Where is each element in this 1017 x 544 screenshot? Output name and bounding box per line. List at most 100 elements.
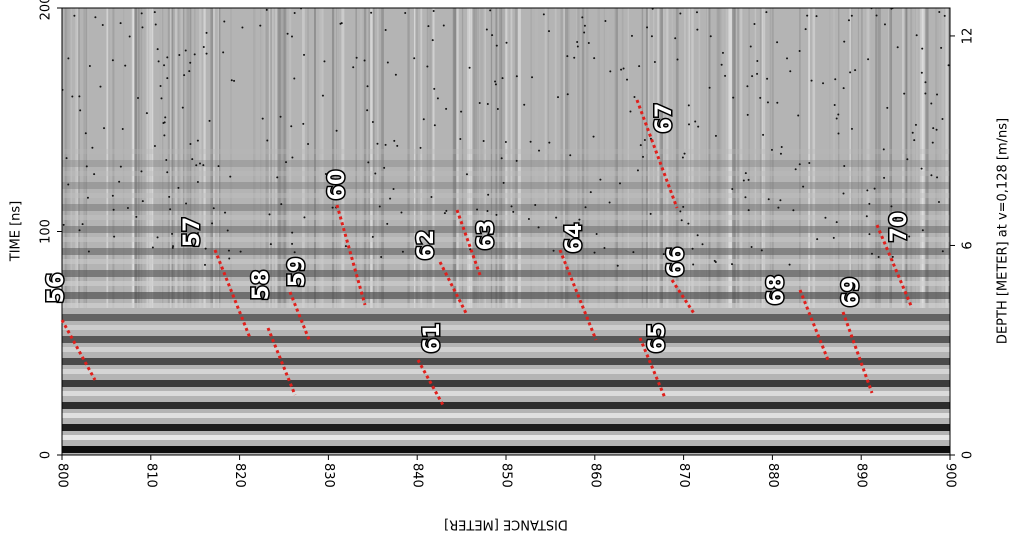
noise-dot (847, 19, 850, 22)
trace-stripe (107, 8, 110, 308)
trace-stripe (158, 8, 161, 308)
trace-stripe (762, 8, 766, 308)
noise-dot (193, 235, 196, 238)
trace-stripe (260, 8, 262, 308)
noise-dot (386, 222, 389, 225)
noise-dot (189, 61, 192, 64)
noise-dot (638, 65, 641, 68)
trace-stripe (708, 8, 711, 308)
noise-dot (868, 233, 871, 236)
y2-tick-label: 6 (961, 241, 976, 249)
annotation-label: 67 (652, 103, 677, 134)
noise-dot (205, 31, 208, 34)
trace-stripe (279, 8, 282, 308)
noise-dot (91, 146, 94, 149)
trace-stripe (83, 8, 86, 308)
noise-dot (185, 202, 188, 205)
trace-stripe (168, 8, 171, 308)
trace-stripe (490, 8, 493, 308)
noise-dot (112, 208, 115, 211)
noise-dot (680, 219, 683, 222)
trace-stripe (307, 8, 309, 308)
trace-stripe (857, 8, 859, 308)
noise-dot (241, 26, 244, 29)
noise-dot (171, 246, 174, 249)
annotation-line (288, 291, 312, 343)
trace-stripe (597, 8, 600, 308)
noise-dot (84, 132, 87, 135)
annotation-label: 63 (474, 220, 499, 251)
noise-dot (756, 59, 759, 62)
noise-dot (608, 201, 611, 204)
noise-dot (777, 206, 780, 209)
noise-dot (486, 103, 489, 106)
noise-dot (269, 243, 272, 246)
noise-dot (371, 235, 374, 238)
noise-dot (291, 231, 294, 234)
noise-dot (93, 173, 96, 176)
trace-stripe (739, 8, 743, 308)
trace-stripe (559, 8, 561, 308)
noise-dot (208, 119, 211, 122)
trace-stripe (122, 8, 125, 308)
trace-stripe (498, 8, 502, 308)
noise-dot (501, 77, 504, 80)
trace-stripe (838, 8, 840, 308)
trace-stripe (621, 8, 624, 308)
noise-dot (290, 35, 293, 38)
trace-stripe (748, 8, 750, 308)
trace-stripe (921, 8, 924, 308)
noise-dot (599, 178, 602, 181)
noise-dot (906, 158, 909, 161)
trace-stripe (495, 8, 497, 308)
noise-dot (419, 146, 422, 149)
noise-dot (832, 236, 835, 239)
trace-stripe (415, 8, 418, 308)
noise-dot (460, 110, 463, 113)
noise-dot (636, 169, 639, 172)
noise-dot (695, 11, 698, 14)
noise-dot (293, 251, 296, 254)
trace-stripe (319, 8, 322, 308)
noise-dot (679, 210, 682, 213)
noise-dot (515, 159, 518, 162)
trace-stripe (277, 8, 279, 308)
trace-stripe (172, 8, 175, 308)
x-tick-label: 800 (55, 463, 70, 488)
x-tick-label: 880 (765, 463, 780, 488)
trace-stripe (149, 8, 151, 308)
noise-dot (842, 192, 845, 195)
noise-dot (620, 68, 623, 71)
noise-dot (683, 152, 686, 155)
noise-dot (223, 20, 226, 23)
noise-dot (883, 23, 886, 26)
noise-dot (367, 161, 370, 164)
noise-dot (568, 250, 571, 253)
noise-dot (731, 187, 734, 190)
trace-stripe (381, 8, 384, 308)
noise-dot (376, 142, 379, 145)
noise-dot (491, 239, 494, 242)
trace-stripe (671, 8, 673, 308)
noise-dot (67, 57, 70, 60)
noise-dot (843, 164, 846, 167)
trace-stripe (737, 8, 739, 308)
noise-dot (239, 250, 242, 253)
noise-dot (172, 245, 175, 248)
trace-stripe (432, 8, 435, 308)
noise-dot (78, 229, 81, 232)
noise-dot (212, 207, 215, 210)
trace-stripe (759, 8, 763, 308)
noise-dot (502, 181, 505, 184)
trace-stripe (368, 8, 371, 308)
noise-dot (867, 58, 870, 61)
noise-dot (183, 74, 186, 77)
annotation-label: 61 (420, 323, 445, 354)
annotation-line (558, 249, 598, 341)
noise-dot (837, 132, 840, 135)
noise-dot (941, 118, 944, 121)
y-axis-label: TIME [ns] (9, 201, 24, 263)
noise-dot (307, 142, 310, 145)
noise-dot (442, 24, 445, 27)
trace-stripe (146, 8, 148, 308)
